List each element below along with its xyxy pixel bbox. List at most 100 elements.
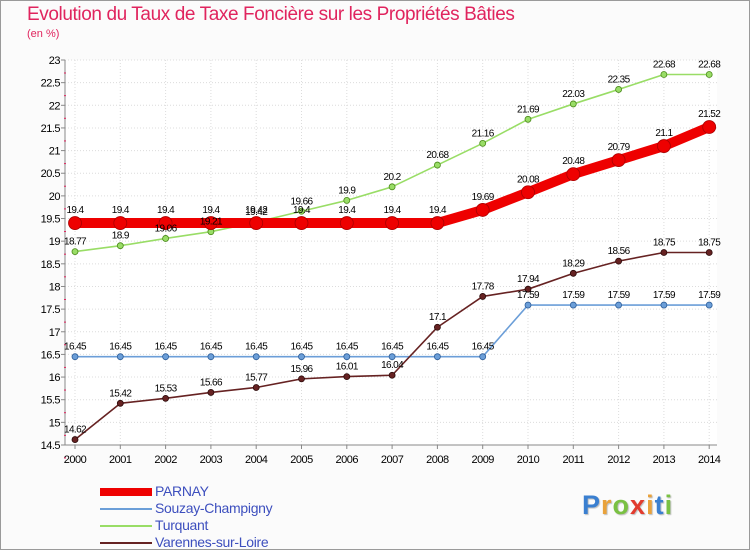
data-label-souzay-champigny: 16.45 bbox=[64, 342, 87, 353]
labels-turquant: 18.77 18.9 19.06 19.21 19.42 19.66 19.9 20.2 20.… bbox=[64, 59, 722, 247]
y-tick-label: 18.5 bbox=[41, 259, 61, 271]
data-label-varennes-sur-loire: 16.04 bbox=[381, 360, 404, 371]
x-tick-label: 2012 bbox=[607, 454, 630, 466]
data-label-turquant: 22.68 bbox=[698, 59, 721, 70]
data-point-turquant bbox=[298, 207, 305, 215]
data-point-souzay-champigny bbox=[252, 353, 260, 361]
data-label-souzay-champigny: 16.45 bbox=[290, 342, 313, 353]
legend-swatch-souzay-champigny bbox=[100, 508, 152, 510]
data-label-souzay-champigny: 17.59 bbox=[608, 290, 631, 301]
series-souzay-champigny bbox=[71, 301, 713, 361]
y-tick-label: 19.5 bbox=[41, 214, 61, 226]
data-label-souzay-champigny: 17.59 bbox=[653, 290, 676, 301]
data-label-parnay: 19.69 bbox=[472, 192, 495, 203]
data-label-varennes-sur-loire: 15.96 bbox=[290, 364, 313, 375]
data-label-varennes-sur-loire: 18.29 bbox=[562, 258, 585, 269]
y-axis-unit-label: (en %) bbox=[27, 28, 60, 40]
data-point-turquant bbox=[569, 100, 577, 108]
x-tick-label: 2005 bbox=[290, 454, 313, 466]
x-axis-ticks: 2000 2001 2002 2003 2004 2005 2006 2007 2008 2009… bbox=[64, 454, 722, 466]
data-point-turquant bbox=[479, 139, 487, 147]
y-tick-label: 18 bbox=[49, 281, 61, 293]
x-tick-label: 2008 bbox=[426, 454, 449, 466]
data-point-turquant bbox=[705, 71, 713, 78]
data-point-turquant bbox=[433, 161, 441, 169]
data-label-souzay-champigny: 17.59 bbox=[562, 290, 585, 301]
logo-letter: i bbox=[664, 490, 674, 520]
data-point-souzay-champigny bbox=[298, 353, 305, 361]
data-point-turquant bbox=[71, 248, 79, 255]
legend-label-turquant: Turquant bbox=[155, 517, 209, 533]
data-point-parnay bbox=[68, 216, 82, 230]
data-point-varennes-sur-loire bbox=[252, 384, 260, 391]
series-varennes-sur-loire bbox=[71, 249, 713, 443]
x-tick-label: 2002 bbox=[154, 454, 177, 466]
legend-label-souzay-champigny: Souzay-Champigny bbox=[155, 500, 273, 516]
data-label-varennes-sur-loire: 17.78 bbox=[472, 281, 495, 292]
proxiti-logo: Proxiti bbox=[582, 490, 673, 521]
data-label-parnay: 19.4 bbox=[202, 205, 220, 216]
logo-letter: i bbox=[646, 490, 655, 520]
legend-swatch-varennes-sur-loire bbox=[100, 542, 152, 544]
y-tick-label: 20 bbox=[49, 191, 61, 203]
data-point-souzay-champigny bbox=[569, 301, 577, 309]
data-point-varennes-sur-loire bbox=[433, 323, 441, 331]
data-point-souzay-champigny bbox=[433, 353, 441, 361]
data-point-parnay bbox=[475, 203, 490, 217]
data-label-varennes-sur-loire: 18.75 bbox=[698, 238, 721, 249]
data-label-souzay-champigny: 17.59 bbox=[517, 290, 540, 301]
data-label-turquant: 21.16 bbox=[472, 128, 495, 139]
y-tick-label: 19 bbox=[49, 236, 61, 248]
data-point-parnay bbox=[294, 216, 309, 230]
y-tick-label: 20.5 bbox=[41, 168, 61, 180]
data-label-turquant: 19.06 bbox=[155, 223, 178, 234]
data-point-varennes-sur-loire bbox=[343, 373, 351, 381]
y-tick-label: 17 bbox=[49, 327, 61, 339]
data-point-varennes-sur-loire bbox=[71, 436, 79, 443]
x-tick-label: 2010 bbox=[517, 454, 540, 466]
y-tick-label: 16.5 bbox=[41, 349, 61, 361]
data-point-varennes-sur-loire bbox=[116, 399, 124, 407]
x-tick-label: 2001 bbox=[109, 454, 132, 466]
data-label-parnay: 21.52 bbox=[698, 109, 721, 120]
data-label-parnay: 20.48 bbox=[562, 156, 585, 167]
data-label-turquant: 22.03 bbox=[562, 89, 585, 100]
data-point-varennes-sur-loire bbox=[524, 285, 532, 293]
data-point-varennes-sur-loire bbox=[660, 249, 668, 256]
data-point-parnay bbox=[611, 153, 626, 168]
data-point-parnay bbox=[158, 216, 173, 230]
axes bbox=[61, 59, 717, 459]
data-label-parnay: 19.4 bbox=[66, 205, 84, 216]
data-label-turquant: 22.68 bbox=[653, 59, 676, 70]
labels-varennes-sur-loire: 14.62 15.42 15.53 15.66 15.77 15.96 16.01 16.04… bbox=[64, 238, 722, 436]
data-label-parnay: 20.08 bbox=[517, 174, 540, 185]
data-label-varennes-sur-loire: 18.56 bbox=[608, 246, 631, 257]
x-tick-label: 2006 bbox=[336, 454, 359, 466]
data-label-parnay: 19.4 bbox=[429, 205, 447, 216]
data-label-souzay-champigny: 16.45 bbox=[200, 342, 223, 353]
data-label-souzay-champigny: 16.45 bbox=[245, 342, 268, 353]
x-tick-label: 2011 bbox=[562, 454, 584, 466]
labels-parnay: 19.4 19.4 19.4 19.4 19.42 19.4 19.4 19.4 19.419.… bbox=[66, 109, 721, 216]
x-tick-label: 2014 bbox=[698, 454, 721, 466]
data-point-souzay-champigny bbox=[479, 353, 487, 361]
data-label-parnay: 19.4 bbox=[157, 205, 175, 216]
y-tick-label: 21.5 bbox=[41, 123, 61, 135]
data-label-souzay-champigny: 16.45 bbox=[381, 342, 404, 353]
data-label-turquant: 19.42 bbox=[245, 207, 268, 218]
data-point-souzay-champigny bbox=[343, 353, 351, 361]
data-point-turquant bbox=[615, 86, 622, 93]
data-point-parnay bbox=[339, 216, 354, 230]
data-point-turquant bbox=[660, 71, 668, 78]
data-point-varennes-sur-loire bbox=[479, 293, 487, 300]
legend-label-varennes-sur-loire: Varennes-sur-Loire bbox=[155, 534, 269, 550]
data-label-turquant: 19.9 bbox=[338, 185, 356, 196]
data-labels-layer: 18.77 18.9 19.06 19.21 19.42 19.66 19.9 20.2 20.… bbox=[64, 59, 722, 436]
legend-swatch-turquant bbox=[100, 525, 152, 527]
logo-letter: o bbox=[612, 490, 631, 520]
data-label-parnay: 19.4 bbox=[384, 205, 402, 216]
data-point-varennes-sur-loire bbox=[207, 389, 215, 396]
x-tick-label: 2004 bbox=[245, 454, 268, 466]
y-tick-label: 15.5 bbox=[41, 395, 61, 407]
series-parnay bbox=[68, 120, 717, 230]
